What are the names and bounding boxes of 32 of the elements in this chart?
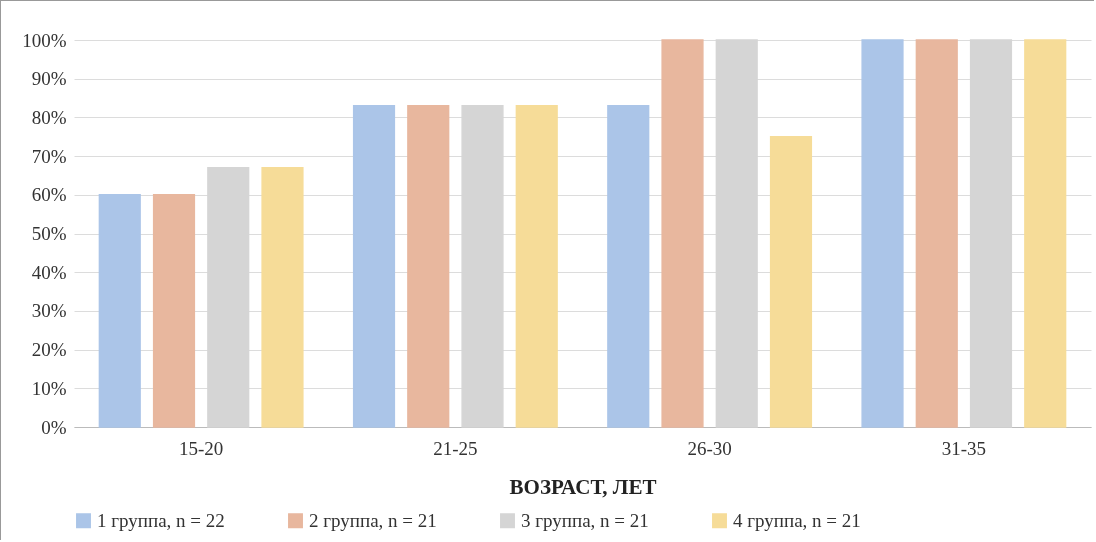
x-tick-label: 21-25 bbox=[433, 437, 478, 459]
legend-label: 2 группа, n = 21 bbox=[309, 509, 437, 531]
bar bbox=[769, 136, 813, 428]
bar bbox=[515, 105, 558, 428]
x-tick-label: 26-30 bbox=[687, 437, 732, 459]
bar bbox=[607, 105, 650, 428]
y-tick-label: 100% bbox=[22, 29, 67, 51]
y-tick-label: 30% bbox=[31, 300, 67, 322]
y-tick-label: 70% bbox=[31, 145, 67, 167]
bar bbox=[407, 105, 450, 428]
bar bbox=[152, 194, 196, 428]
legend-label: 1 группа, n = 22 bbox=[97, 509, 225, 531]
bar bbox=[261, 166, 304, 428]
y-tick-label: 50% bbox=[31, 223, 67, 244]
y-tick-label: 0% bbox=[41, 416, 67, 438]
bar bbox=[98, 194, 141, 428]
y-tick-label: 90% bbox=[31, 68, 67, 90]
bar bbox=[861, 39, 904, 428]
x-tick-label: 15-20 bbox=[178, 437, 224, 459]
bar bbox=[352, 105, 396, 428]
x-axis-title: ВОЗРАСТ, ЛЕТ bbox=[509, 474, 657, 499]
x-tick-label: 31-35 bbox=[941, 437, 987, 459]
y-tick-label: 60% bbox=[31, 184, 67, 206]
bar bbox=[915, 39, 958, 428]
legend-label: 3 группа, n = 21 bbox=[521, 509, 649, 531]
y-tick-label: 40% bbox=[31, 261, 67, 283]
y-tick-label: 10% bbox=[31, 377, 67, 399]
y-tick-label: 80% bbox=[31, 106, 67, 128]
bar bbox=[661, 39, 704, 428]
y-tick-label: 20% bbox=[31, 339, 67, 361]
bar bbox=[1024, 39, 1067, 428]
legend-label: 4 группа, n = 21 bbox=[733, 509, 861, 531]
